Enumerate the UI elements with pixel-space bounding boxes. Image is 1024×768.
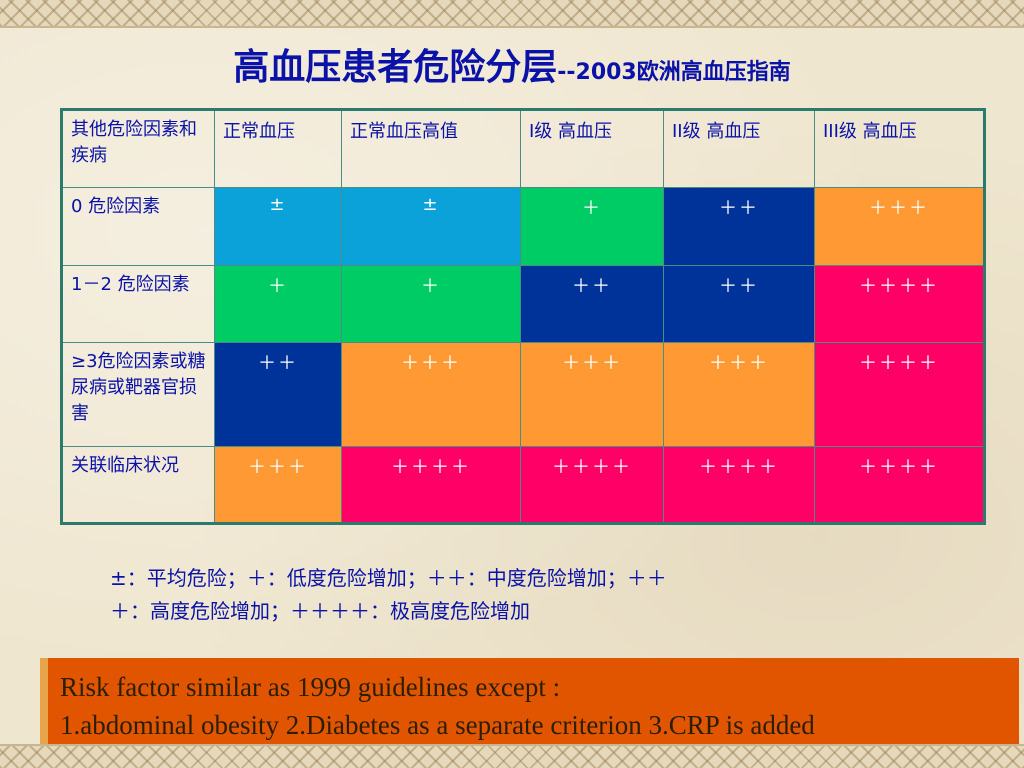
- note-line-2: 1.abdominal obesity 2.Diabetes as a sepa…: [60, 710, 815, 740]
- risk-cell: ＋: [214, 265, 342, 343]
- row-label-1-2-risk-factors: 1－2 危险因素: [61, 265, 215, 343]
- risk-cell: ±: [214, 187, 342, 266]
- header-high-normal-bp: 正常血压高值: [341, 109, 521, 188]
- top-decorative-border: [0, 0, 1024, 28]
- table-row: ≥3危险因素或糖尿病或靶器官损害 ＋＋ ＋＋＋ ＋＋＋ ＋＋＋ ＋＋＋＋: [61, 342, 985, 447]
- header-grade-3-hypertension: III级 高血压: [814, 109, 985, 188]
- risk-cell: ±: [341, 187, 521, 266]
- risk-cell: ＋: [520, 187, 664, 266]
- risk-cell: ＋＋: [214, 342, 342, 447]
- risk-cell: ＋＋＋＋: [814, 446, 985, 524]
- risk-cell: ＋＋: [520, 265, 664, 343]
- row-label-associated-clinical-conditions: 关联临床状况: [61, 446, 215, 524]
- risk-cell: ＋＋: [663, 265, 815, 343]
- header-normal-bp: 正常血压: [214, 109, 342, 188]
- risk-legend: ±：平均危险；＋：低度危险增加；＋＋：中度危险增加；＋＋ ＋：高度危险增加；＋＋…: [110, 562, 930, 628]
- header-other-risk-factors: 其他危险因素和疾病: [61, 109, 215, 188]
- legend-line-2: ＋：高度危险增加；＋＋＋＋：极高度危险增加: [110, 599, 530, 623]
- title-main: 高血压患者危险分层: [233, 47, 558, 88]
- note-box: Risk factor similar as 1999 guidelines e…: [40, 658, 1019, 748]
- risk-stratification-table: 其他危险因素和疾病 正常血压 正常血压高值 I级 高血压 II级 高血压 III…: [60, 108, 986, 525]
- row-label-3-plus-risk-factors: ≥3危险因素或糖尿病或靶器官损害: [61, 342, 215, 447]
- table-row: 1－2 危险因素 ＋ ＋ ＋＋ ＋＋ ＋＋＋＋: [61, 265, 985, 343]
- note-line-1: Risk factor similar as 1999 guidelines e…: [60, 672, 561, 702]
- header-grade-2-hypertension: II级 高血压: [663, 109, 815, 188]
- risk-cell: ＋＋: [663, 187, 815, 266]
- row-label-0-risk-factors: 0 危险因素: [61, 187, 215, 266]
- table-row: 关联临床状况 ＋＋＋ ＋＋＋＋ ＋＋＋＋ ＋＋＋＋ ＋＋＋＋: [61, 446, 985, 524]
- risk-cell: ＋＋＋: [814, 187, 985, 266]
- legend-line-1: ±：平均危险；＋：低度危险增加；＋＋：中度危险增加；＋＋: [110, 566, 667, 590]
- risk-cell: ＋＋＋: [214, 446, 342, 524]
- risk-cell: ＋＋＋＋: [341, 446, 521, 524]
- table-header-row: 其他危险因素和疾病 正常血压 正常血压高值 I级 高血压 II级 高血压 III…: [61, 109, 985, 188]
- risk-cell: ＋: [341, 265, 521, 343]
- header-grade-1-hypertension: I级 高血压: [520, 109, 664, 188]
- slide-title: 高血压患者危险分层--2003欧洲高血压指南: [0, 38, 1024, 90]
- risk-cell: ＋＋＋＋: [814, 265, 985, 343]
- risk-cell: ＋＋＋: [520, 342, 664, 447]
- risk-cell: ＋＋＋＋: [663, 446, 815, 524]
- risk-cell: ＋＋＋＋: [814, 342, 985, 447]
- title-subtitle: --2003欧洲高血压指南: [557, 60, 791, 85]
- bottom-decorative-border: [0, 744, 1024, 768]
- risk-cell: ＋＋＋: [663, 342, 815, 447]
- risk-cell: ＋＋＋＋: [520, 446, 664, 524]
- table-row: 0 危险因素 ± ± ＋ ＋＋ ＋＋＋: [61, 187, 985, 266]
- risk-cell: ＋＋＋: [341, 342, 521, 447]
